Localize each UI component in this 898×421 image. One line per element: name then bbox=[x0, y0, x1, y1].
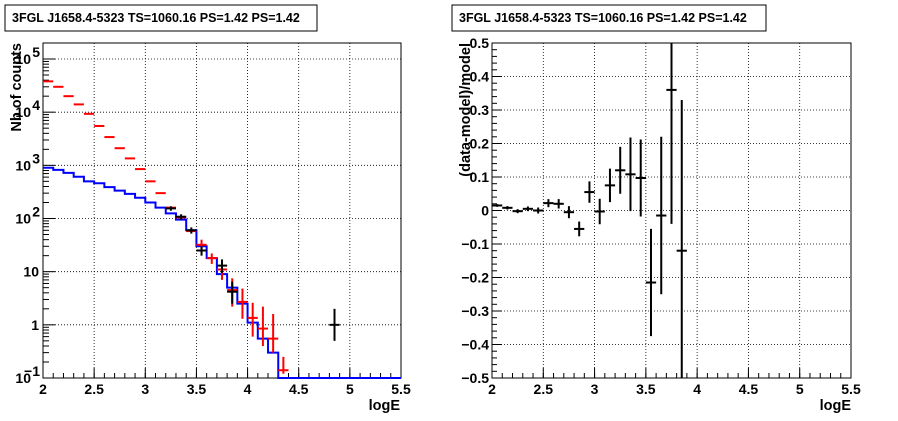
counts-x-ticks: 2 2.5 3 3.5 4 4.5 5 5.5 bbox=[39, 368, 411, 397]
x-tick-label: 3 bbox=[141, 381, 149, 397]
counts-frame bbox=[42, 42, 402, 379]
y-tick-label: 0.4 bbox=[470, 69, 490, 85]
residual-points bbox=[492, 43, 687, 378]
residuals-grid bbox=[492, 43, 851, 378]
x-tick-label: 2.5 bbox=[534, 381, 554, 397]
residuals-title-box bbox=[451, 4, 767, 32]
x-tick-label: 4 bbox=[244, 381, 252, 397]
x-tick-label: 2.5 bbox=[84, 381, 104, 397]
x-tick-label: 4.5 bbox=[739, 381, 759, 397]
y-tick-label: 0.5 bbox=[470, 35, 490, 51]
y-tick-exponent: 2 bbox=[32, 204, 40, 220]
x-tick-label: 3.5 bbox=[636, 381, 656, 397]
y-tick-exponent: 3 bbox=[32, 150, 40, 166]
counts-y-axis-title: Nb of counts bbox=[9, 43, 25, 132]
x-tick-label: 5.5 bbox=[391, 381, 411, 397]
y-tick-exponent: 5 bbox=[32, 44, 40, 60]
x-tick-label: 5 bbox=[796, 381, 804, 397]
model-points bbox=[43, 80, 289, 374]
counts-grid bbox=[43, 43, 401, 378]
y-tick-label: 10 bbox=[15, 51, 31, 67]
y-tick-label: 10 bbox=[15, 104, 31, 120]
component-histogram-line bbox=[43, 166, 401, 379]
y-tick-label: 10 bbox=[15, 157, 31, 173]
y-tick-label: 10 bbox=[23, 264, 39, 280]
x-tick-label: 4.5 bbox=[289, 381, 309, 397]
y-tick-label: 0.3 bbox=[470, 102, 490, 118]
y-tick-label: −0.3 bbox=[461, 303, 489, 319]
y-tick-label: 0.2 bbox=[470, 136, 490, 152]
counts-title: 3FGL J1658.4-5323 TS=1060.16 PS=1.42 PS=… bbox=[12, 11, 300, 25]
y-tick-label: −0.1 bbox=[461, 236, 489, 252]
residuals-y-ticks: −0.5 −0.4 −0.3 −0.2 −0.1 0 0.1 0.2 0.3 0.4 0.5 bbox=[461, 35, 502, 386]
x-tick-label: 3.5 bbox=[187, 381, 207, 397]
x-tick-label: 3 bbox=[591, 381, 599, 397]
x-tick-label: 5.5 bbox=[841, 381, 861, 397]
counts-panel: 3FGL J1658.4-5323 TS=1060.16 PS=1.42 PS=… bbox=[4, 4, 411, 414]
residuals-x-axis-title: logE bbox=[820, 398, 852, 414]
x-tick-label: 5 bbox=[346, 381, 354, 397]
data-points bbox=[165, 206, 340, 341]
y-tick-exponent: −1 bbox=[24, 363, 40, 379]
y-tick-label: −0.5 bbox=[461, 370, 489, 386]
y-tick-exponent: 4 bbox=[32, 97, 40, 113]
y-tick-label: 1 bbox=[31, 317, 39, 333]
y-tick-label: 10 bbox=[15, 211, 31, 227]
y-tick-label: −0.2 bbox=[461, 270, 489, 286]
component-histogram bbox=[43, 166, 401, 379]
x-tick-label: 4 bbox=[693, 381, 701, 397]
residuals-y-axis-title: (data-model)/model bbox=[458, 43, 474, 177]
residuals-panel: 3FGL J1658.4-5323 TS=1060.16 PS=1.42 PS=… bbox=[451, 4, 861, 414]
x-tick-label: 2 bbox=[39, 381, 47, 397]
residuals-x-ticks: 2 2.5 3 3.5 4 4.5 5 5.5 bbox=[488, 368, 861, 397]
y-tick-label: −0.4 bbox=[461, 337, 489, 353]
x-tick-label: 2 bbox=[488, 381, 496, 397]
y-tick-label: 10 bbox=[15, 370, 31, 386]
counts-title-box bbox=[4, 4, 318, 32]
counts-x-axis-title: logE bbox=[369, 398, 401, 414]
y-tick-label: 0 bbox=[481, 203, 489, 219]
y-tick-label: 0.1 bbox=[470, 169, 490, 185]
residuals-title: 3FGL J1658.4-5323 TS=1060.16 PS=1.42 PS=… bbox=[459, 11, 747, 25]
